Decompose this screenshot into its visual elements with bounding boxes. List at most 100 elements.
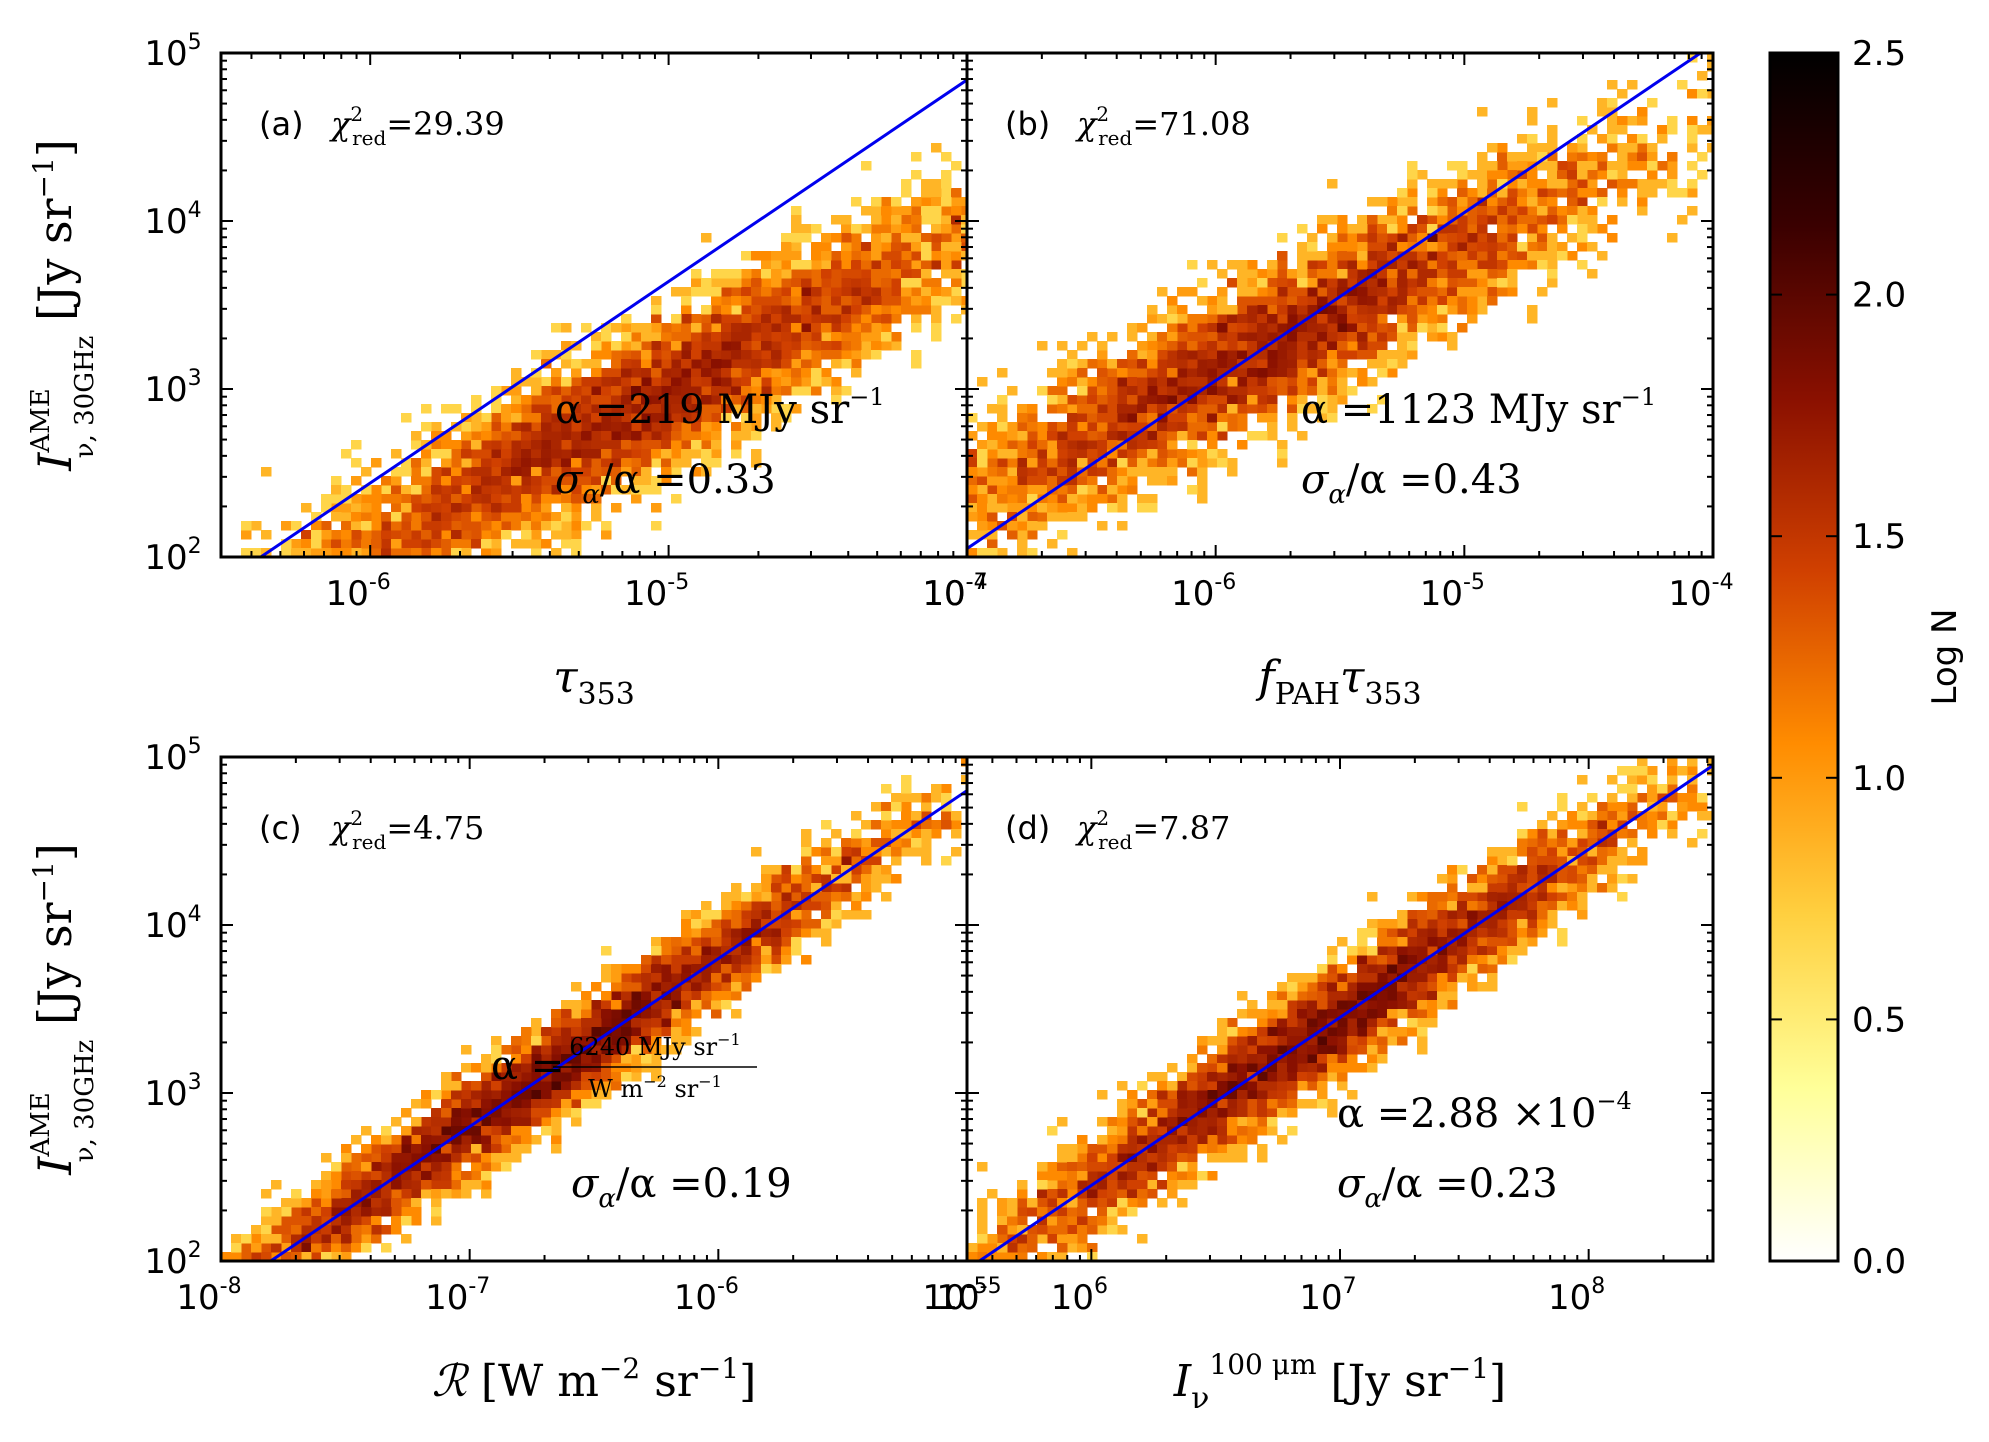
hexbin-cell: [1397, 1000, 1408, 1010]
hexbin-cell: [1547, 874, 1558, 884]
hexbin-cell: [631, 422, 642, 432]
hexbin-cell: [1467, 305, 1478, 315]
hexbin-cell: [1707, 757, 1713, 767]
hexbin-cell: [751, 946, 762, 956]
hexbin-cell: [811, 386, 822, 396]
hexbin-cell: [561, 530, 572, 540]
hexbin-cell: [501, 1117, 512, 1127]
hexbin-cell: [921, 847, 932, 857]
hexbin-cell: [1167, 467, 1178, 477]
hexbin-cell: [1437, 287, 1448, 297]
hexbin-cell: [1377, 928, 1388, 938]
hexbin-cell: [511, 539, 522, 549]
hexbin-cell: [1347, 1090, 1358, 1100]
hexbin-cell: [721, 404, 732, 414]
hexbin-cell: [921, 251, 932, 261]
hexbin-cell: [1507, 955, 1518, 965]
hexbin-cell: [451, 1153, 462, 1163]
hexbin-cell: [1067, 1180, 1078, 1190]
colorbar-tick-label: 1.5: [1852, 517, 1906, 557]
hexbin-cell: [621, 973, 632, 983]
hexbin-cell: [781, 946, 792, 956]
hexbin-cell: [1367, 323, 1378, 333]
hexbin-cell: [1427, 937, 1438, 947]
hexbin-cell: [481, 512, 492, 522]
hexbin-cell: [741, 314, 752, 324]
hexbin-cell: [1327, 1099, 1338, 1109]
hexbin-cell: [491, 539, 502, 549]
hexbin-cell: [661, 458, 672, 468]
hexbin-cell: [1447, 206, 1458, 216]
hexbin-cell: [401, 539, 412, 549]
hexbin-cell: [901, 811, 912, 821]
hexbin-cell: [1467, 278, 1478, 288]
hexbin-cell: [1187, 359, 1198, 369]
hexbin-cell: [681, 431, 692, 441]
hexbin-cell: [1007, 521, 1018, 531]
hexbin-cell: [1187, 1153, 1198, 1163]
hexbin-cell: [1547, 847, 1558, 857]
hexbin-cell: [1497, 901, 1508, 911]
hexbin-cell: [1217, 332, 1228, 342]
hexbin-cell: [1507, 179, 1518, 189]
hexbin-cell: [1247, 1081, 1258, 1091]
hexbin-cell: [1447, 341, 1458, 351]
hexbin-cell: [631, 1036, 642, 1046]
hexbin-cell: [1197, 368, 1208, 378]
hexbin-cell: [1017, 548, 1028, 557]
hexbin-cell: [1027, 1198, 1038, 1208]
hexbin-cell: [851, 251, 862, 261]
hexbin-cell: [1527, 188, 1538, 198]
hexbin-cell: [951, 197, 962, 207]
hexbin-cell: [1477, 305, 1488, 315]
hexbin-cell: [1077, 485, 1088, 495]
hexbin-cell: [901, 179, 912, 189]
hexbin-cell: [1367, 215, 1378, 225]
hexbin-cell: [1157, 386, 1168, 396]
hexbin-cell: [1187, 341, 1198, 351]
hexbin-cell: [631, 377, 642, 387]
hexbin-cell: [1397, 910, 1408, 920]
hexbin-cell: [1177, 413, 1188, 423]
hexbin-cell: [361, 512, 372, 522]
hexbin-cell: [321, 530, 332, 540]
hexbin-cell: [611, 395, 622, 405]
hexbin-cell: [701, 332, 712, 342]
hexbin-cell: [1097, 386, 1108, 396]
hexbin-cell: [1127, 422, 1138, 432]
hexbin-cell: [1397, 323, 1408, 333]
hexbin-cell: [1327, 955, 1338, 965]
hexbin-cell: [977, 1243, 988, 1253]
hexbin-cell: [381, 512, 392, 522]
hexbin-cell: [1077, 1189, 1088, 1199]
hexbin-cell: [511, 1081, 522, 1091]
hexbin-cell: [681, 928, 692, 938]
hexbin-cell: [391, 449, 402, 459]
hexbin-cell: [311, 1198, 322, 1208]
hexbin-cell: [1527, 865, 1538, 875]
hexbin-cell: [1127, 1207, 1138, 1217]
hexbin-cell: [821, 269, 832, 279]
hexbin-cell: [761, 341, 772, 351]
hexbin-cell: [1227, 377, 1238, 387]
hexbin-cell: [1597, 134, 1608, 144]
hexbin-cell: [481, 422, 492, 432]
hexbin-cell: [1337, 1063, 1348, 1073]
hexbin-cell: [1267, 341, 1278, 351]
hexbin-cell: [921, 215, 932, 225]
hexbin-cell: [1377, 955, 1388, 965]
hexbin-cell: [1057, 476, 1068, 486]
hexbin-cell: [561, 341, 572, 351]
hexbin-cell: [541, 431, 552, 441]
hexbin-cell: [471, 539, 482, 549]
hexbin-cell: [681, 350, 692, 360]
hexbin-cell: [1557, 161, 1568, 171]
hexbin-cell: [1637, 757, 1648, 767]
hexbin-cell: [1357, 991, 1368, 1001]
hexbin-cell: [561, 413, 572, 423]
hexbin-cell: [1437, 1000, 1448, 1010]
hexbin-cell: [1337, 395, 1348, 405]
hexbin-cell: [721, 964, 732, 974]
hexbin-cell: [751, 269, 762, 279]
hexbin-cell: [711, 910, 722, 920]
